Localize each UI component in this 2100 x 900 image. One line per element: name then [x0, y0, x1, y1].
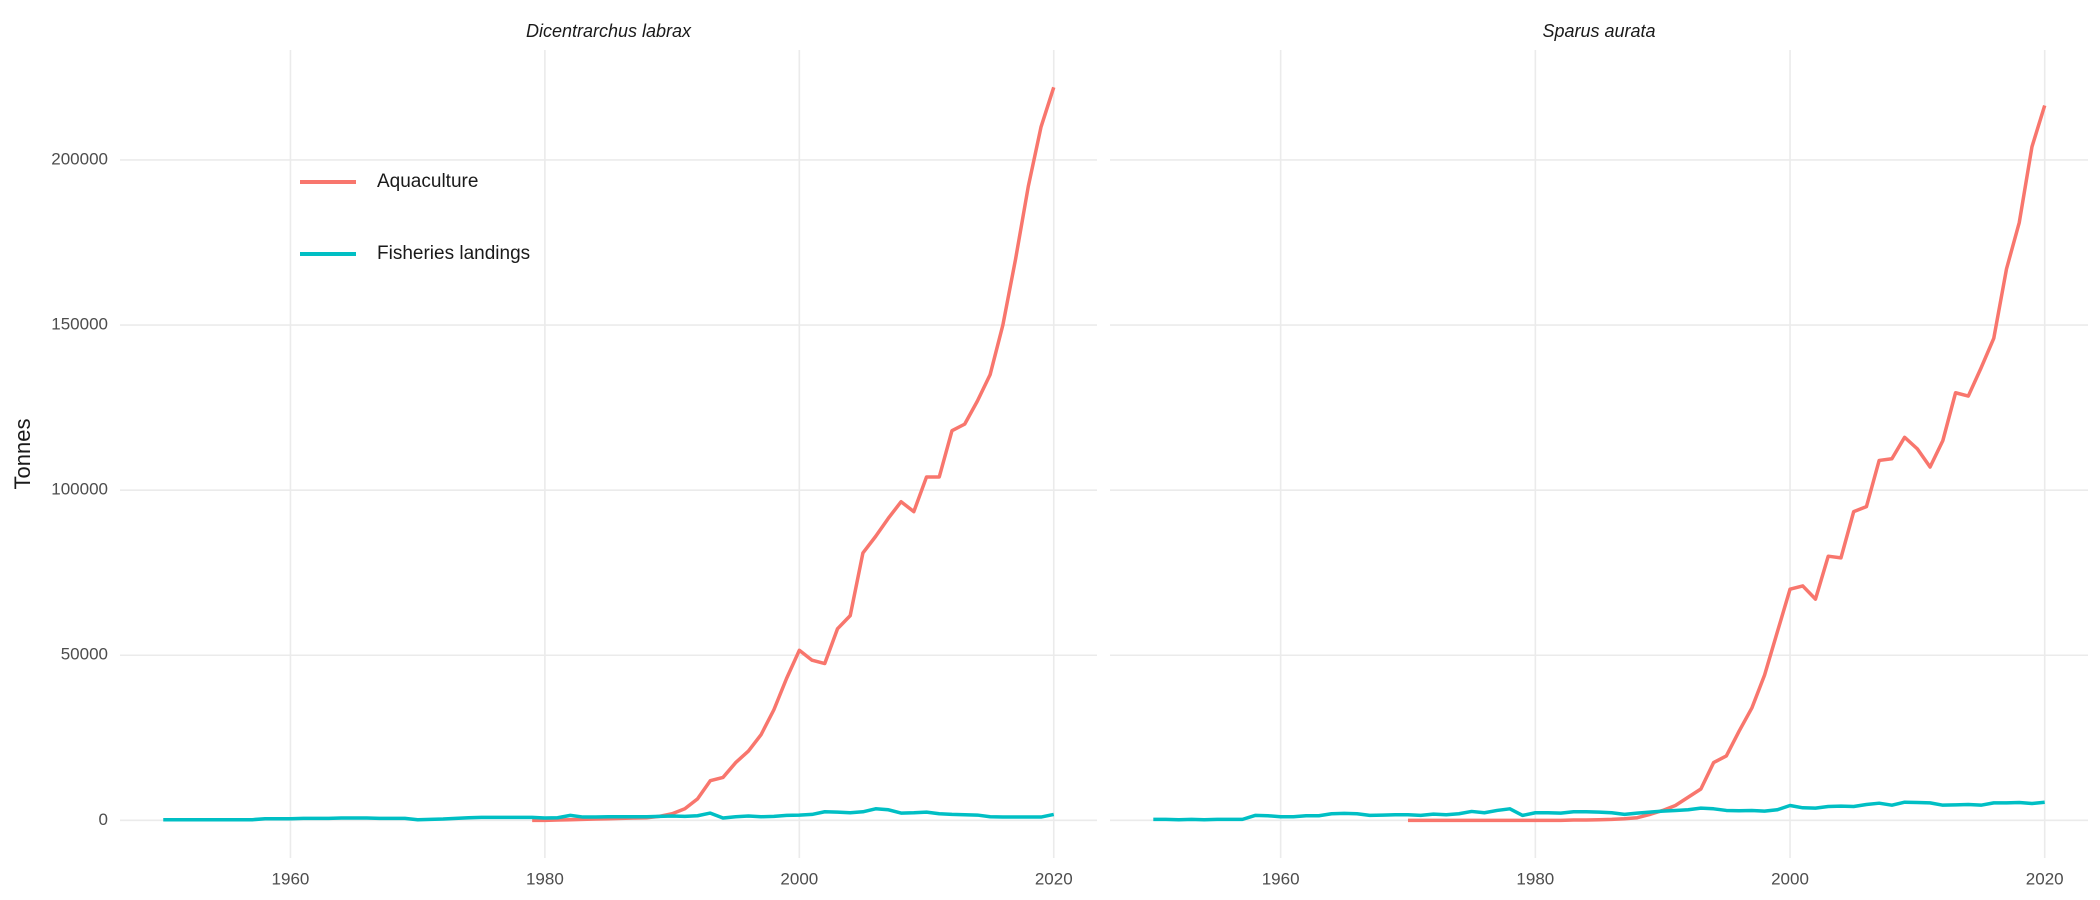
line: [1407, 104, 2047, 823]
x-tick-label: 1960: [272, 869, 310, 888]
y-tick-label: 150000: [51, 315, 108, 334]
panel-title: Dicentrarchus labrax: [526, 21, 692, 41]
y-axis-label: Tonnes: [10, 419, 35, 490]
line: [532, 86, 1056, 823]
line: [1153, 800, 2045, 822]
line: [163, 807, 1055, 822]
x-tick-label: 1980: [1516, 869, 1554, 888]
legend-label: Fisheries landings: [377, 243, 530, 264]
x-tick-label: 2020: [1035, 869, 1073, 888]
panel-title: Sparus aurata: [1542, 21, 1655, 41]
y-tick-label: 50000: [61, 645, 108, 664]
x-tick-label: 2000: [1771, 869, 1809, 888]
x-tick-label: 1980: [526, 869, 564, 888]
legend-label: Aquaculture: [377, 171, 478, 192]
x-tick-label: 2000: [780, 869, 818, 888]
y-tick-label: 100000: [51, 480, 108, 499]
y-tick-label: 0: [99, 810, 108, 829]
x-tick-label: 1960: [1262, 869, 1300, 888]
y-tick-label: 200000: [51, 149, 108, 168]
x-tick-label: 2020: [2026, 869, 2064, 888]
